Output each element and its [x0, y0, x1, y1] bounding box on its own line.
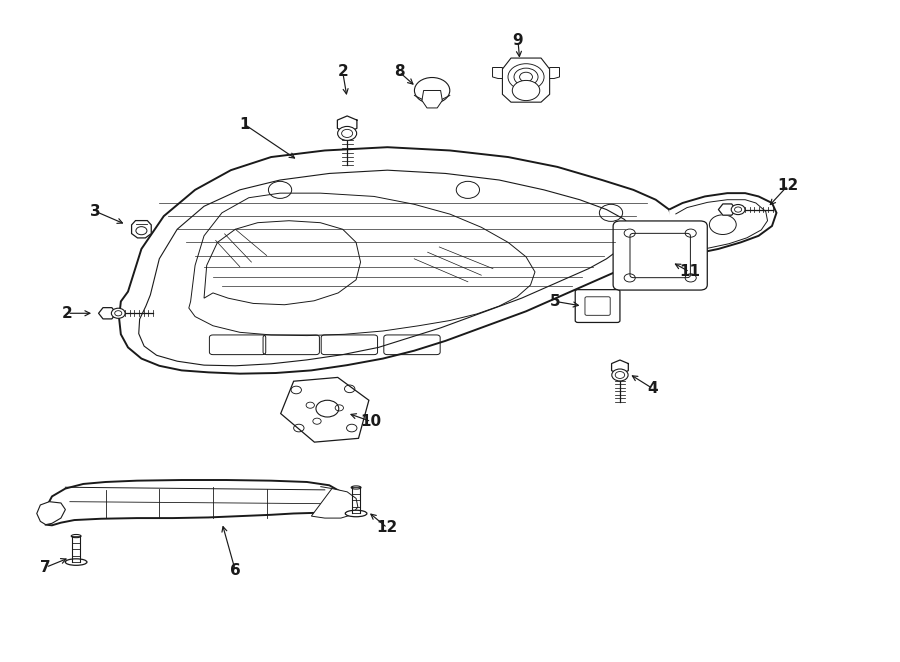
Ellipse shape — [351, 486, 361, 489]
Polygon shape — [669, 193, 777, 256]
Polygon shape — [46, 480, 345, 526]
Ellipse shape — [346, 510, 367, 517]
Text: 9: 9 — [513, 33, 523, 48]
Text: 1: 1 — [239, 117, 249, 132]
Circle shape — [112, 308, 125, 318]
Circle shape — [414, 77, 450, 103]
Polygon shape — [119, 147, 673, 373]
Polygon shape — [612, 360, 628, 374]
Text: 12: 12 — [778, 178, 798, 193]
Text: 2: 2 — [338, 64, 348, 79]
Polygon shape — [718, 204, 736, 215]
Polygon shape — [281, 377, 369, 442]
Text: 11: 11 — [680, 264, 700, 279]
Circle shape — [512, 80, 540, 101]
Text: 5: 5 — [550, 294, 561, 309]
Text: 8: 8 — [393, 64, 404, 79]
Polygon shape — [131, 220, 151, 238]
Ellipse shape — [71, 534, 81, 538]
Circle shape — [731, 205, 745, 214]
Polygon shape — [311, 489, 358, 518]
Polygon shape — [37, 502, 66, 525]
Text: 3: 3 — [91, 204, 101, 219]
Polygon shape — [99, 308, 116, 319]
Polygon shape — [338, 116, 357, 132]
Ellipse shape — [66, 559, 87, 565]
Polygon shape — [502, 58, 550, 102]
Text: 2: 2 — [62, 306, 73, 321]
FancyBboxPatch shape — [575, 290, 620, 322]
Text: 12: 12 — [377, 520, 398, 536]
Polygon shape — [550, 68, 560, 79]
Text: 7: 7 — [40, 560, 51, 575]
Text: 4: 4 — [648, 381, 659, 397]
Polygon shape — [422, 91, 442, 108]
Text: 6: 6 — [230, 563, 240, 578]
FancyBboxPatch shape — [613, 221, 707, 290]
Circle shape — [338, 126, 356, 140]
Polygon shape — [492, 68, 502, 79]
Circle shape — [612, 369, 628, 381]
Text: 10: 10 — [361, 414, 382, 429]
